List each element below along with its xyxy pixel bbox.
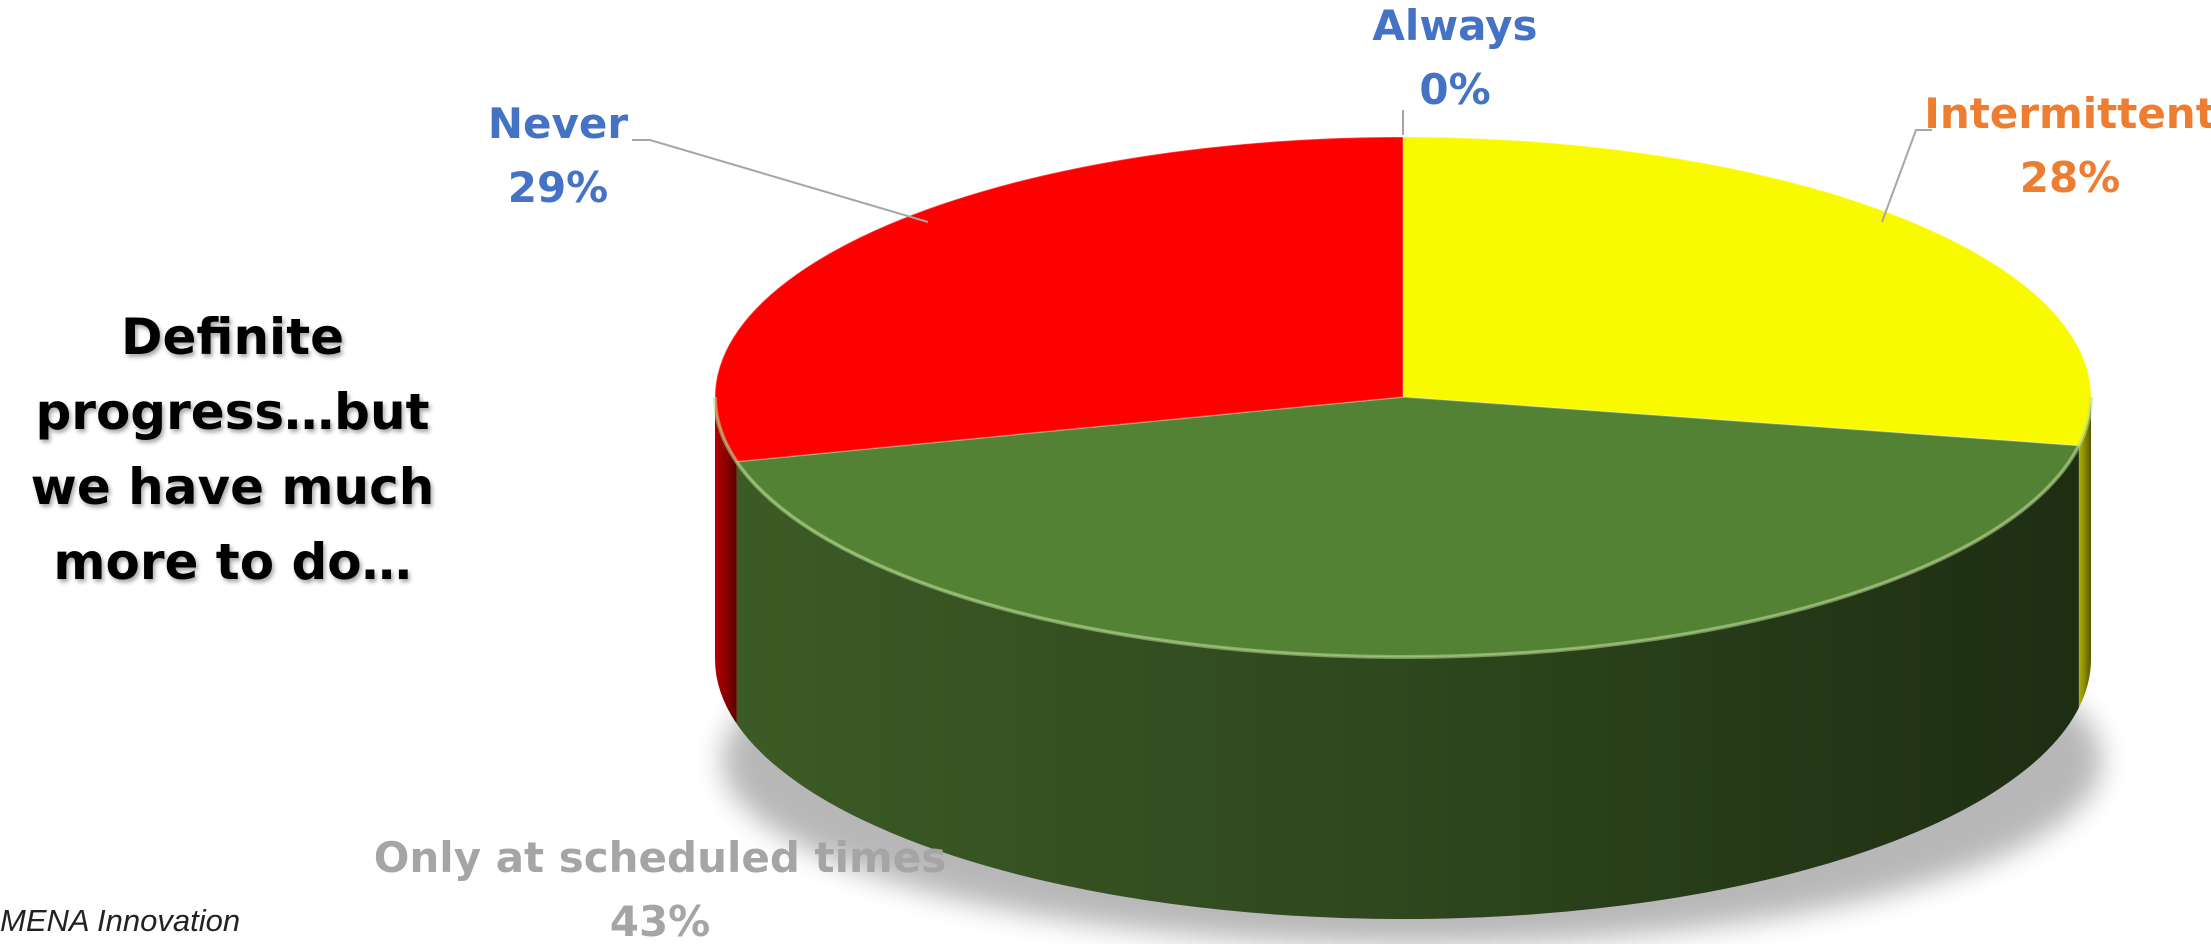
slice-value-only-at-scheduled-times: 43% (610, 897, 711, 944)
leader-line-never (632, 139, 929, 223)
leader-line-intermittent (1881, 129, 1932, 223)
leader-lines (632, 110, 1932, 223)
pie-side-shade-only-at-scheduled-times (736, 445, 2079, 919)
slice-value-intermittent: 28% (2020, 153, 2121, 202)
pie-slice-never (714, 136, 1404, 463)
footer-credit: MENA Innovation (0, 903, 241, 938)
pie-slice-intermittent (1402, 136, 2092, 447)
slice-value-never: 29% (508, 163, 609, 212)
pie-rim-highlight (713, 396, 2093, 659)
slice-label-intermittent: Intermittent (1924, 89, 2211, 138)
slice-label-always: Always (1372, 1, 1537, 50)
pie-sides (715, 397, 2091, 919)
slice-value-always: 0% (1419, 65, 1490, 114)
pie-tops (713, 136, 2093, 659)
pie-side-shade-never (715, 397, 737, 724)
slice-label-only-at-scheduled-times: Only at scheduled times (374, 833, 947, 882)
slice-labels: Always 0% Intermittent 28% Only at scheduled… (374, 1, 2211, 944)
headline-text: Definite progress…but we have much more … (30, 308, 435, 591)
slice-label-never: Never (488, 99, 628, 148)
pie-side-shade-intermittent (2078, 397, 2091, 708)
